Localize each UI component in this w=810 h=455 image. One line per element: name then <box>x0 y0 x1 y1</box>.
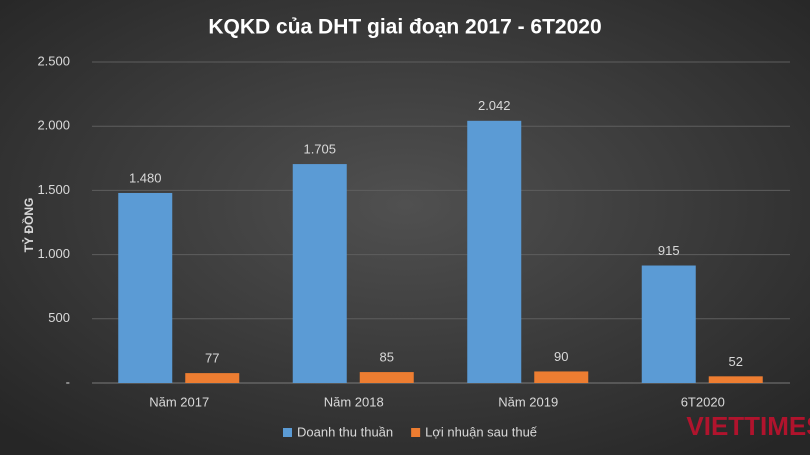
data-label: 2.042 <box>478 98 511 113</box>
x-tick-label: 6T2020 <box>681 394 725 409</box>
data-label: 77 <box>205 351 219 366</box>
legend-label: Doanh thu thuần <box>297 424 393 439</box>
legend-label: Lợi nhuận sau thuế <box>425 424 538 439</box>
chart-title: KQKD của DHT giai đoạn 2017 - 6T2020 <box>208 16 601 39</box>
data-label: 915 <box>658 243 680 258</box>
bar <box>359 372 414 383</box>
y-tick-label: 500 <box>48 310 70 325</box>
bar <box>185 373 240 383</box>
data-label: 52 <box>729 354 743 369</box>
y-tick-label: 1.000 <box>37 246 70 261</box>
y-tick-label: 2.500 <box>37 53 70 68</box>
bar <box>641 265 696 383</box>
y-tick-label: 2.000 <box>37 118 70 133</box>
x-tick-label: Năm 2019 <box>498 394 558 409</box>
bar <box>292 164 347 383</box>
y-tick-label: 1.500 <box>37 182 70 197</box>
data-label: 85 <box>380 350 394 365</box>
data-label: 1.705 <box>303 142 336 157</box>
bar <box>708 376 763 383</box>
watermark: VIETTIMES <box>686 411 810 441</box>
x-tick-label: Năm 2018 <box>324 394 384 409</box>
bar <box>467 120 522 384</box>
y-tick-label: - <box>66 374 70 389</box>
legend-swatch <box>283 428 292 437</box>
x-tick-label: Năm 2017 <box>149 394 209 409</box>
data-label: 90 <box>554 349 568 364</box>
bar <box>118 192 173 383</box>
bar <box>534 371 589 383</box>
y-axis-label: TỶ ĐỒNG <box>21 198 36 253</box>
legend-swatch <box>411 428 421 437</box>
data-label: 1.480 <box>129 170 162 185</box>
